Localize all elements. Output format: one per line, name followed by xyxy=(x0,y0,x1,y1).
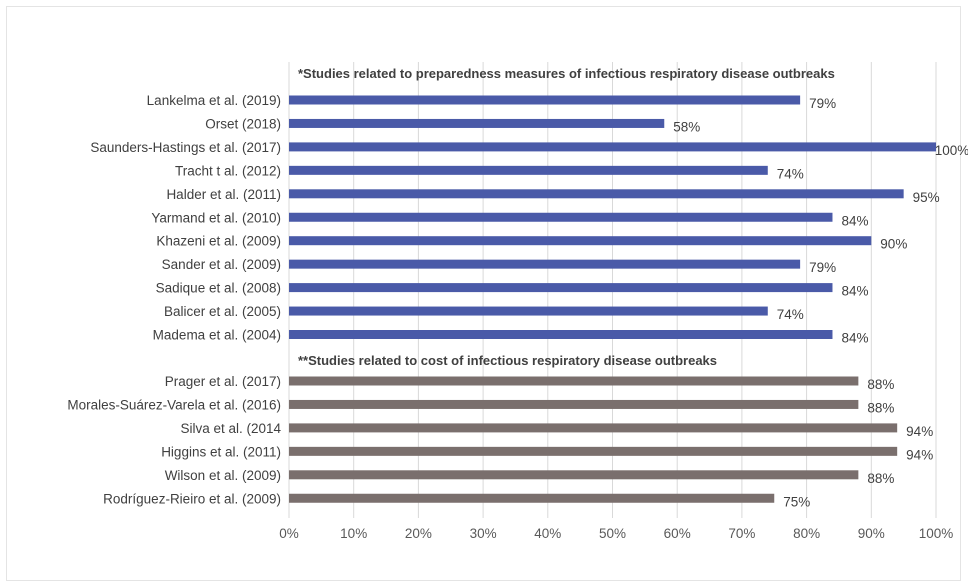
x-tick-label: 30% xyxy=(470,526,497,541)
category-label: Higgins et al. (2011) xyxy=(161,444,281,459)
x-tick-label: 0% xyxy=(279,526,299,541)
category-label: Tracht t al. (2012) xyxy=(175,163,281,178)
group-title: **Studies related to cost of infectious … xyxy=(298,353,717,368)
category-label: Saunders-Hastings et al. (2017) xyxy=(90,140,281,155)
category-label: Rodríguez-Rieiro et al. (2009) xyxy=(103,491,281,506)
category-label: Orset (2018) xyxy=(205,116,281,131)
bar xyxy=(289,165,768,175)
bar xyxy=(289,212,833,222)
value-label: 79% xyxy=(809,260,836,275)
category-label: Morales-Suárez-Varela et al. (2016) xyxy=(67,397,281,412)
x-tick-label: 50% xyxy=(599,526,626,541)
category-label: Prager et al. (2017) xyxy=(165,374,281,389)
value-label: 74% xyxy=(777,166,804,181)
bar xyxy=(289,446,898,456)
value-label: 84% xyxy=(841,213,868,228)
category-label: Balicer et al. (2005) xyxy=(164,304,281,319)
value-label: 95% xyxy=(913,190,940,205)
x-tick-label: 80% xyxy=(793,526,820,541)
category-label: Sander et al. (2009) xyxy=(162,257,281,272)
x-tick-label: 40% xyxy=(534,526,561,541)
x-tick-label: 70% xyxy=(728,526,755,541)
value-label: 75% xyxy=(783,494,810,509)
value-label: 88% xyxy=(867,377,894,392)
value-label: 84% xyxy=(841,284,868,299)
value-label: 94% xyxy=(906,447,933,462)
bar xyxy=(289,189,904,199)
value-label: 79% xyxy=(809,96,836,111)
category-label: Halder et al. (2011) xyxy=(166,187,281,202)
group-title: *Studies related to preparedness measure… xyxy=(298,66,835,81)
bar xyxy=(289,493,775,503)
bar xyxy=(289,95,801,105)
x-tick-label: 10% xyxy=(340,526,367,541)
category-label: Silva et al. (2014 xyxy=(180,421,281,436)
bar xyxy=(289,259,801,269)
category-label: Lankelma et al. (2019) xyxy=(147,93,281,108)
bar xyxy=(289,376,859,386)
value-label: 88% xyxy=(867,400,894,415)
x-tick-label: 20% xyxy=(405,526,432,541)
bar xyxy=(289,399,859,409)
bar xyxy=(289,470,859,480)
x-tick-label: 100% xyxy=(919,526,954,541)
x-tick-label: 90% xyxy=(858,526,885,541)
value-label: 90% xyxy=(880,237,907,252)
x-tick-label: 60% xyxy=(664,526,691,541)
bar xyxy=(289,142,936,152)
category-label: Wilson et al. (2009) xyxy=(165,468,281,483)
category-label: Madema et al. (2004) xyxy=(153,328,281,343)
bar xyxy=(289,306,768,316)
category-label: Yarmand et al. (2010) xyxy=(151,210,281,225)
value-label: 58% xyxy=(673,119,700,134)
bar xyxy=(289,236,872,246)
bar xyxy=(289,330,833,339)
category-label: Sadique et al. (2008) xyxy=(156,281,281,296)
value-label: 74% xyxy=(777,307,804,322)
bar xyxy=(289,118,665,128)
value-label: 88% xyxy=(867,471,894,486)
value-label: 100% xyxy=(935,143,968,158)
bar xyxy=(289,423,898,433)
category-label: Khazeni et al. (2009) xyxy=(156,234,281,249)
value-label: 94% xyxy=(906,424,933,439)
bar xyxy=(289,283,833,293)
value-label: 84% xyxy=(841,331,868,346)
